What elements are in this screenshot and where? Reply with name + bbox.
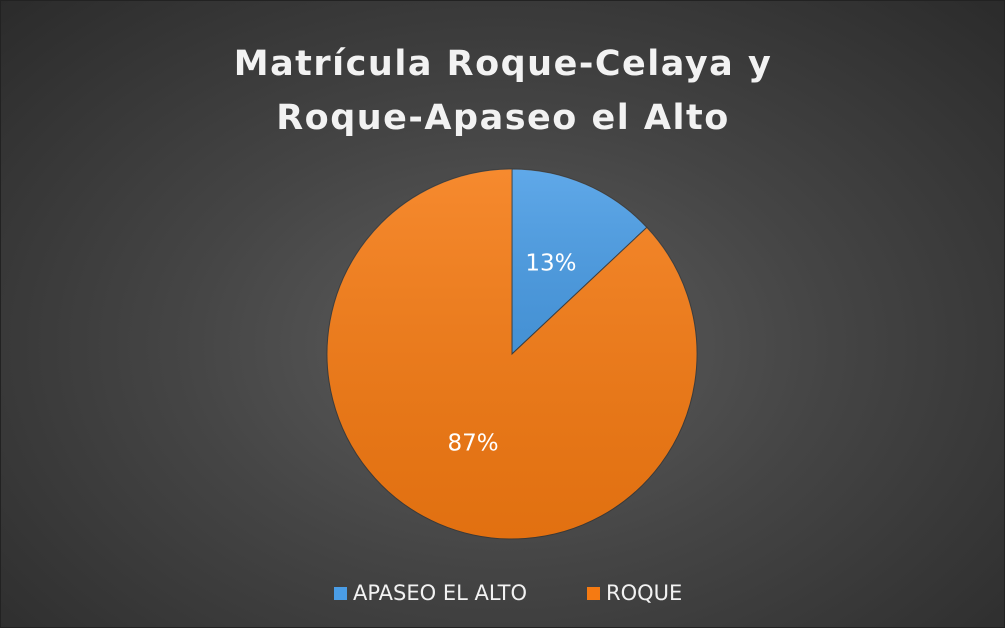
chart-title: Matrícula Roque-Celaya y Roque-Apaseo el… (233, 44, 773, 138)
legend-label: ROQUE (606, 581, 682, 605)
legend-marker (587, 587, 600, 600)
data-label: 13% (525, 251, 576, 277)
legend-label: APASEO EL ALTO (353, 581, 527, 605)
data-label: 87% (447, 430, 498, 456)
slice-sheen (326, 169, 697, 539)
slice-sheen (512, 169, 647, 354)
legend-marker (334, 587, 347, 600)
